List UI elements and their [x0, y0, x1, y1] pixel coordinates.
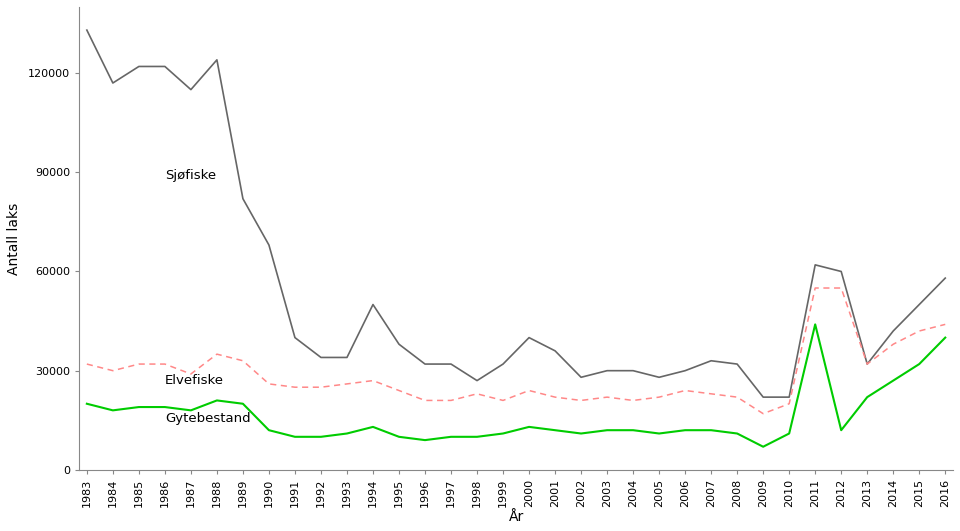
- Text: Sjøfiske: Sjøfiske: [165, 169, 216, 182]
- Text: Gytebestand: Gytebestand: [165, 412, 251, 425]
- X-axis label: År: År: [509, 510, 523, 524]
- Y-axis label: Antall laks: Antall laks: [7, 202, 21, 275]
- Text: Elvefiske: Elvefiske: [165, 374, 224, 387]
